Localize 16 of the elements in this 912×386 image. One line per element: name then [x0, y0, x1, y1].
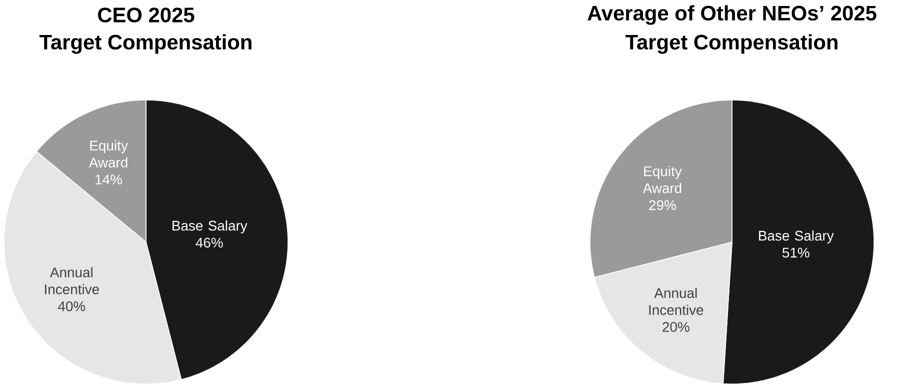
slice-label: Base Salary [759, 230, 834, 244]
data-label: 51% [782, 248, 810, 258]
data-label: 20% [662, 322, 690, 332]
chart-subtitle: Target Compensation [39, 34, 252, 54]
slice-label: Base Salary [172, 220, 248, 234]
data-label: 14% [96, 174, 122, 184]
slice-label: Equity Award [642, 166, 682, 194]
data-label: 40% [58, 301, 86, 312]
data-label: 46% [196, 238, 223, 248]
slice-label: Equity Award [88, 140, 128, 168]
slice-label: Annual Incentive [45, 267, 99, 294]
chart-title: Average of Other NEOs’ 2025 [588, 5, 876, 25]
chart-title: CEO 2025 [98, 8, 194, 22]
chart-subtitle: Target Compensation [625, 34, 838, 54]
data-label: 29% [649, 200, 676, 210]
slice-label: Annual Incentive [649, 288, 704, 315]
